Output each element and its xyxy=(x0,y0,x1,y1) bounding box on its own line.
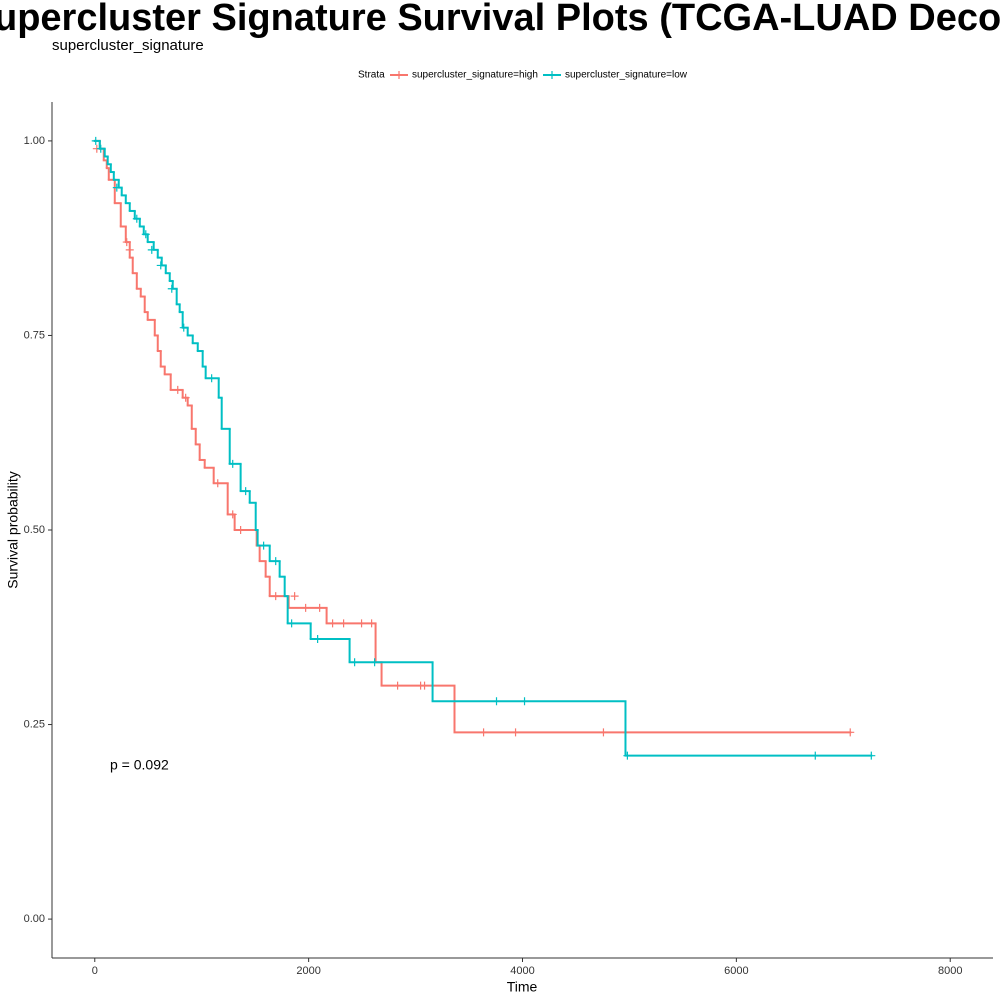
y-tick-label: 1.00 xyxy=(24,135,45,147)
legend-swatch-mark xyxy=(548,71,556,79)
censor-mark xyxy=(623,751,632,760)
censor-mark xyxy=(125,245,134,254)
censor-mark xyxy=(207,374,216,383)
censor-mark xyxy=(492,697,501,706)
legend-label: supercluster_signature=low xyxy=(565,70,688,81)
censor-mark xyxy=(228,459,237,468)
censor-mark xyxy=(313,634,322,643)
censor-mark xyxy=(112,183,121,192)
censor-mark xyxy=(156,261,165,270)
censor-mark xyxy=(357,619,366,628)
legend-item: supercluster_signature=high xyxy=(390,70,538,81)
censor-mark xyxy=(867,751,876,760)
legend-label: supercluster_signature=high xyxy=(412,70,538,81)
censor-mark xyxy=(259,541,268,550)
censor-mark xyxy=(287,619,296,628)
censor-mark xyxy=(173,385,182,394)
censor-mark xyxy=(599,728,608,737)
censor-mark xyxy=(846,728,855,737)
x-tick-label: 8000 xyxy=(938,965,962,977)
censor-mark xyxy=(167,284,176,293)
x-tick-label: 0 xyxy=(92,965,98,977)
censor-mark xyxy=(241,487,250,496)
censor-mark xyxy=(511,728,520,737)
censor-mark xyxy=(367,619,376,628)
censor-mark xyxy=(328,619,337,628)
censor-mark xyxy=(228,510,237,519)
x-tick-label: 4000 xyxy=(510,965,534,977)
censor-mark xyxy=(132,214,141,223)
censor-mark xyxy=(301,603,310,612)
censor-mark xyxy=(96,144,105,153)
censor-mark xyxy=(520,697,529,706)
chart-subtitle: supercluster_signature xyxy=(52,37,204,54)
censor-mark xyxy=(141,230,150,239)
censor-mark xyxy=(420,681,429,690)
y-tick-label: 0.75 xyxy=(24,329,45,341)
p-value-annotation: p = 0.092 xyxy=(110,757,169,773)
censor-mark xyxy=(811,751,820,760)
censor-mark xyxy=(91,136,100,145)
y-tick-label: 0.25 xyxy=(24,718,45,730)
censor-mark xyxy=(179,323,188,332)
legend-title: Strata xyxy=(358,70,385,81)
x-tick-label: 2000 xyxy=(296,965,320,977)
censor-mark xyxy=(393,681,402,690)
censor-mark xyxy=(122,238,131,247)
y-tick-label: 0.00 xyxy=(24,913,45,925)
censor-mark xyxy=(370,658,379,667)
censor-mark xyxy=(271,557,280,566)
censor-mark xyxy=(350,658,359,667)
censor-mark xyxy=(290,592,299,601)
censor-mark xyxy=(339,619,348,628)
censor-mark xyxy=(236,526,245,534)
censor-mark xyxy=(271,592,280,601)
chart-title: upercluster Signature Survival Plots (TC… xyxy=(0,0,1000,39)
legend-item: supercluster_signature=low xyxy=(543,70,688,81)
y-axis-label: Survival probability xyxy=(5,471,21,589)
censor-mark xyxy=(147,245,156,254)
censor-mark xyxy=(181,393,190,402)
x-axis-label: Time xyxy=(507,979,538,995)
censor-mark xyxy=(315,603,324,612)
legend-swatch-mark xyxy=(395,71,403,79)
censor-mark xyxy=(479,728,488,737)
y-tick-label: 0.50 xyxy=(24,524,45,536)
x-tick-label: 6000 xyxy=(724,965,748,977)
censor-mark xyxy=(213,479,222,488)
